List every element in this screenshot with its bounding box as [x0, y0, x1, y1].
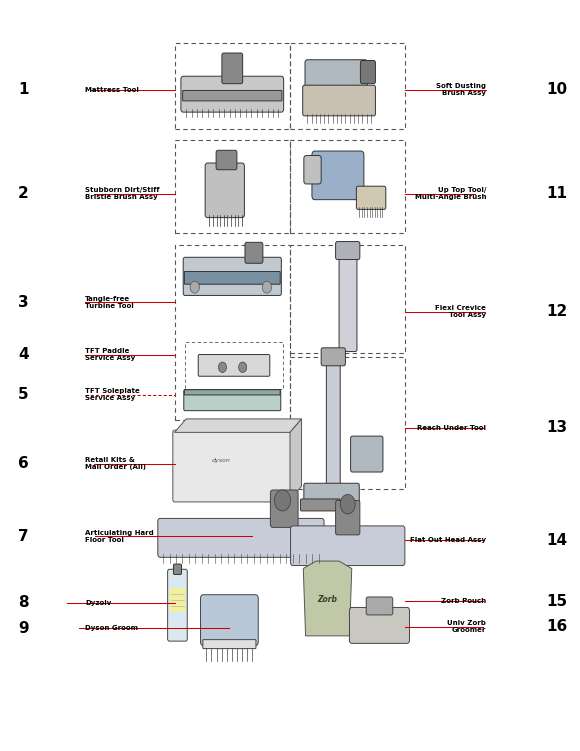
Polygon shape	[290, 419, 302, 499]
FancyBboxPatch shape	[184, 390, 280, 395]
FancyBboxPatch shape	[327, 358, 340, 488]
Text: Reach Under Tool: Reach Under Tool	[417, 425, 486, 431]
Circle shape	[262, 281, 271, 293]
Text: Flexi Crevice
Tool Assy: Flexi Crevice Tool Assy	[436, 306, 486, 318]
FancyBboxPatch shape	[201, 595, 258, 646]
Text: 2: 2	[18, 186, 28, 201]
Text: 9: 9	[18, 621, 28, 636]
FancyBboxPatch shape	[350, 436, 383, 472]
FancyBboxPatch shape	[173, 430, 292, 502]
Text: Univ Zorb
Groomer: Univ Zorb Groomer	[447, 620, 486, 633]
FancyBboxPatch shape	[181, 76, 284, 112]
Text: 4: 4	[18, 347, 28, 362]
FancyBboxPatch shape	[168, 569, 187, 641]
FancyBboxPatch shape	[304, 155, 321, 184]
Text: Articulating Hard
Floor Tool: Articulating Hard Floor Tool	[85, 530, 154, 543]
Polygon shape	[303, 561, 351, 636]
Text: Dyson Groom: Dyson Groom	[85, 626, 138, 632]
Circle shape	[190, 281, 200, 293]
Circle shape	[340, 494, 355, 514]
Text: 14: 14	[547, 532, 568, 547]
Text: 5: 5	[18, 388, 28, 403]
Text: 8: 8	[18, 596, 28, 611]
FancyBboxPatch shape	[184, 272, 280, 284]
Text: 11: 11	[547, 186, 568, 201]
Polygon shape	[175, 419, 302, 433]
Text: Mattress Tool: Mattress Tool	[85, 86, 139, 92]
Text: Dyzolv: Dyzolv	[85, 600, 111, 606]
FancyBboxPatch shape	[305, 60, 367, 92]
Text: 13: 13	[547, 421, 568, 436]
Text: 10: 10	[547, 82, 568, 97]
FancyBboxPatch shape	[216, 150, 237, 170]
FancyBboxPatch shape	[184, 390, 281, 411]
FancyBboxPatch shape	[300, 499, 340, 511]
FancyBboxPatch shape	[205, 163, 244, 218]
FancyBboxPatch shape	[245, 243, 263, 264]
FancyBboxPatch shape	[312, 151, 364, 200]
FancyBboxPatch shape	[203, 640, 256, 649]
FancyBboxPatch shape	[173, 564, 182, 575]
FancyBboxPatch shape	[198, 354, 270, 376]
FancyBboxPatch shape	[350, 608, 409, 644]
Text: 3: 3	[18, 294, 28, 309]
FancyBboxPatch shape	[183, 258, 281, 295]
Text: Soft Dusting
Brush Assy: Soft Dusting Brush Assy	[436, 83, 486, 96]
Text: TFT Paddle
Service Assy: TFT Paddle Service Assy	[85, 348, 135, 361]
FancyBboxPatch shape	[360, 61, 375, 83]
Text: dyson: dyson	[211, 457, 230, 463]
Text: 6: 6	[18, 457, 28, 472]
FancyBboxPatch shape	[336, 500, 360, 535]
FancyBboxPatch shape	[169, 588, 186, 612]
FancyBboxPatch shape	[291, 526, 405, 566]
FancyBboxPatch shape	[339, 250, 357, 351]
FancyBboxPatch shape	[366, 597, 393, 615]
Circle shape	[219, 362, 227, 372]
FancyBboxPatch shape	[356, 186, 386, 210]
Circle shape	[238, 362, 246, 372]
FancyBboxPatch shape	[183, 90, 282, 101]
Text: 1: 1	[18, 82, 28, 97]
FancyBboxPatch shape	[222, 53, 242, 83]
FancyBboxPatch shape	[336, 242, 360, 260]
Text: 15: 15	[547, 594, 568, 609]
Text: Zorb: Zorb	[317, 596, 338, 605]
FancyBboxPatch shape	[270, 490, 298, 527]
Text: TFT Soleplate
Service Assy: TFT Soleplate Service Assy	[85, 388, 140, 402]
Circle shape	[274, 490, 291, 511]
Text: Tangle-free
Turbine Tool: Tangle-free Turbine Tool	[85, 296, 134, 309]
FancyBboxPatch shape	[303, 85, 375, 116]
Text: 7: 7	[18, 529, 28, 544]
FancyBboxPatch shape	[304, 483, 359, 504]
Text: Up Top Tool/
Multi-Angle Brush: Up Top Tool/ Multi-Angle Brush	[415, 187, 486, 201]
Text: Flat Out Head Assy: Flat Out Head Assy	[410, 537, 486, 543]
Text: 12: 12	[546, 304, 568, 319]
Text: Stubborn Dirt/Stiff
Bristle Brush Assy: Stubborn Dirt/Stiff Bristle Brush Assy	[85, 187, 160, 201]
Text: Zorb Pouch: Zorb Pouch	[441, 599, 486, 605]
Text: Retail Kits &
Mail Order (All): Retail Kits & Mail Order (All)	[85, 457, 146, 470]
FancyBboxPatch shape	[158, 518, 324, 557]
FancyBboxPatch shape	[321, 348, 346, 366]
Text: 16: 16	[546, 620, 568, 635]
